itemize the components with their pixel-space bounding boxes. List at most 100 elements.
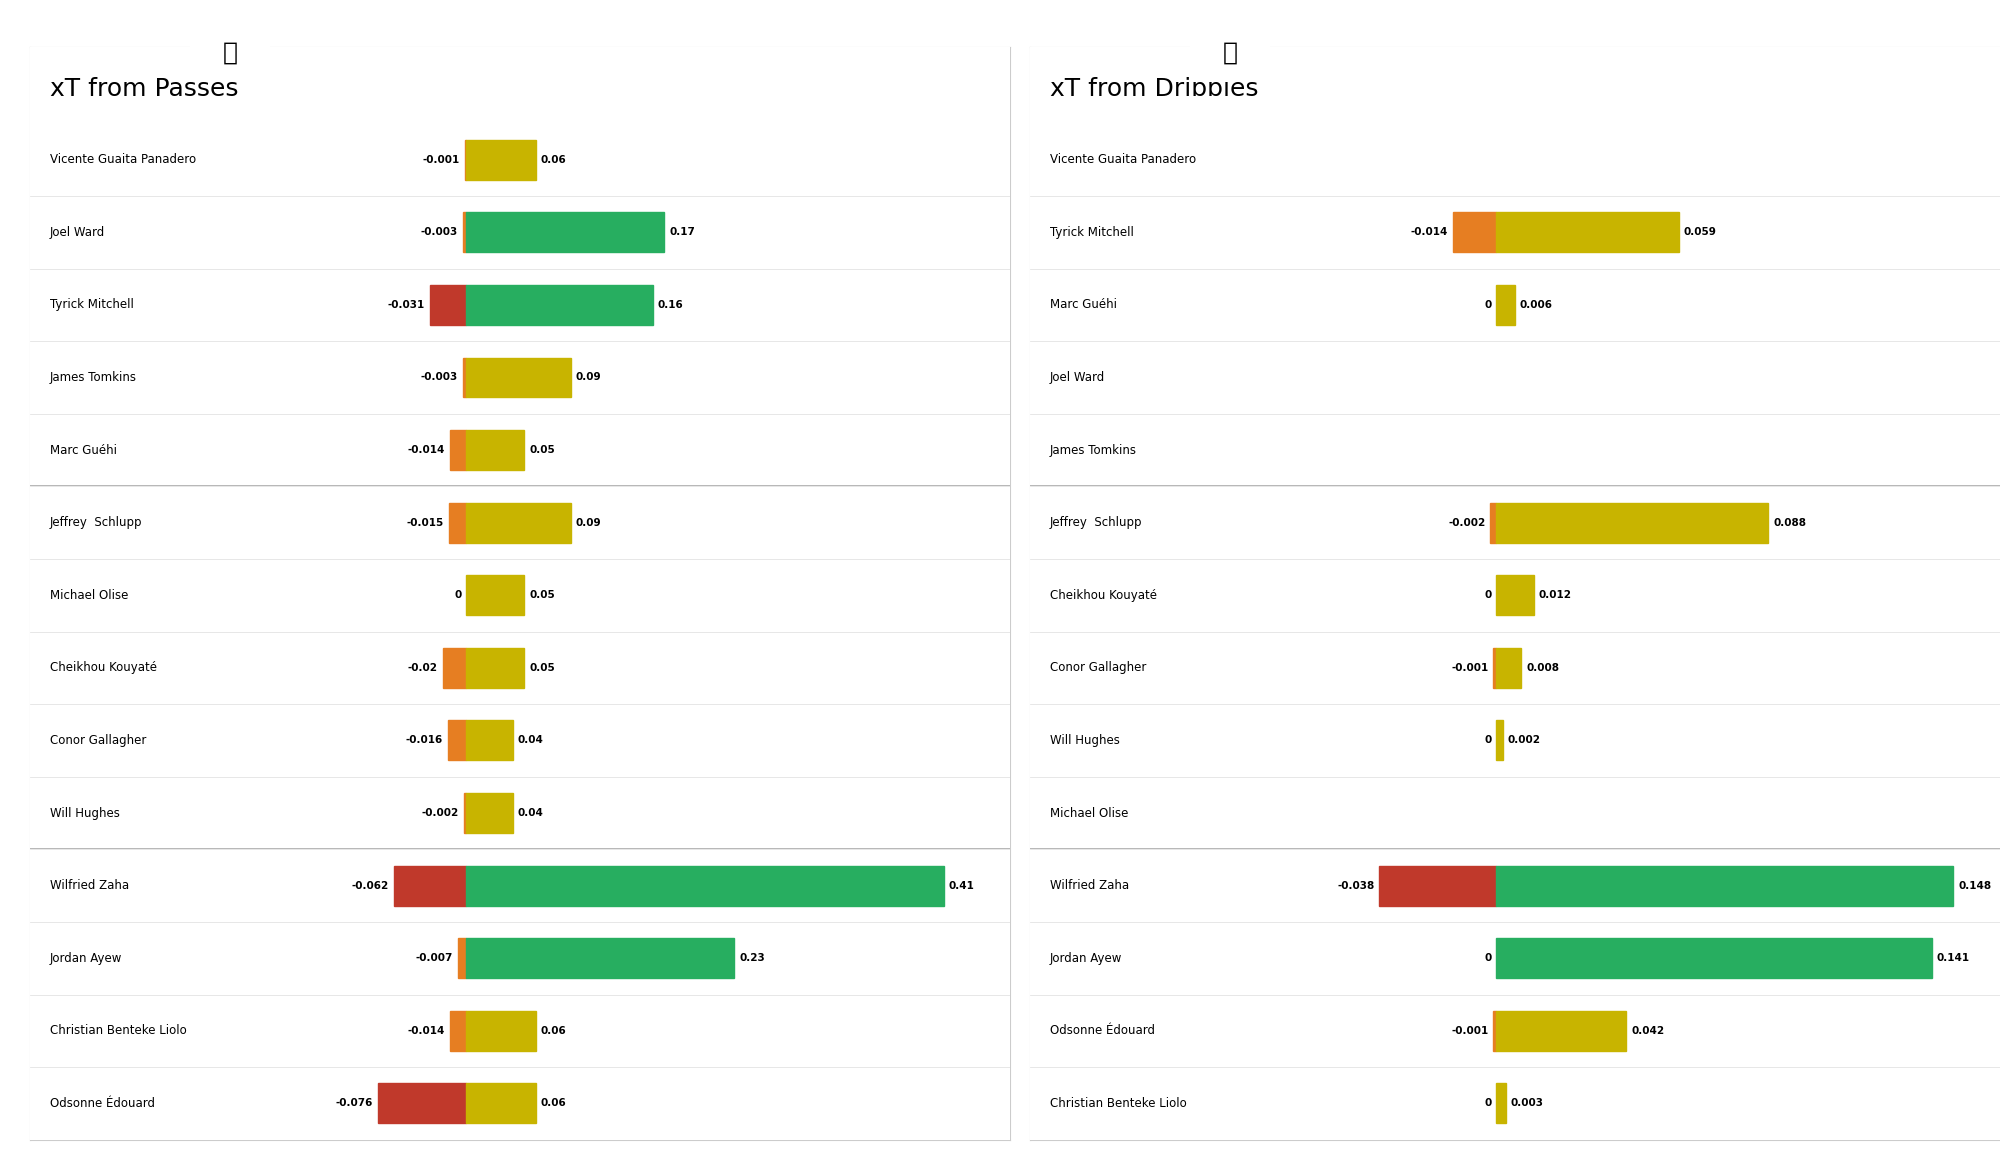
Bar (448, 503, 466, 543)
Text: 0.012: 0.012 (1538, 590, 1572, 600)
Text: 0.41: 0.41 (948, 880, 974, 891)
Bar (1380, 866, 1496, 906)
Bar (466, 140, 536, 180)
Text: 0.042: 0.042 (1632, 1026, 1664, 1036)
Text: 0.06: 0.06 (540, 155, 566, 164)
Text: Wilfried Zaha: Wilfried Zaha (1050, 879, 1128, 892)
Text: 🦅: 🦅 (222, 41, 238, 65)
Text: 0.06: 0.06 (540, 1099, 566, 1108)
Text: xT from Passes: xT from Passes (50, 78, 238, 101)
Bar (466, 576, 524, 616)
Text: 0.002: 0.002 (1508, 736, 1540, 745)
Text: 0: 0 (1484, 590, 1492, 600)
Text: Christian Benteke Liolo: Christian Benteke Liolo (1050, 1097, 1186, 1110)
Text: -0.002: -0.002 (1448, 518, 1486, 528)
Text: -0.031: -0.031 (388, 300, 426, 310)
Text: -0.014: -0.014 (408, 1026, 444, 1036)
Text: xT from Dribbles: xT from Dribbles (1050, 78, 1258, 101)
Bar (378, 1083, 466, 1123)
Bar (466, 939, 734, 979)
Text: 0.04: 0.04 (518, 808, 544, 818)
Bar (430, 284, 466, 324)
Text: 0.17: 0.17 (670, 227, 696, 237)
Text: Conor Gallagher: Conor Gallagher (50, 734, 146, 747)
Text: -0.014: -0.014 (408, 445, 444, 455)
Text: Odsonne Édouard: Odsonne Édouard (50, 1097, 154, 1110)
Text: 0: 0 (1484, 1099, 1492, 1108)
Bar (464, 793, 466, 833)
Bar (458, 939, 466, 979)
Text: Marc Guéhi: Marc Guéhi (50, 444, 116, 457)
Bar (1496, 647, 1522, 687)
Text: -0.001: -0.001 (422, 155, 460, 164)
Bar (466, 1083, 536, 1123)
Bar (466, 357, 572, 397)
Text: 0: 0 (1484, 736, 1492, 745)
Text: -0.038: -0.038 (1338, 880, 1374, 891)
Bar (1496, 576, 1534, 616)
Text: Christian Benteke Liolo: Christian Benteke Liolo (50, 1025, 186, 1038)
Text: Vicente Guaita Panadero: Vicente Guaita Panadero (50, 153, 196, 166)
Text: Tyrick Mitchell: Tyrick Mitchell (50, 298, 134, 311)
Text: 0.16: 0.16 (658, 300, 684, 310)
Text: Wilfried Zaha: Wilfried Zaha (50, 879, 128, 892)
Text: Conor Gallagher: Conor Gallagher (1050, 662, 1146, 674)
Text: Jordan Ayew: Jordan Ayew (1050, 952, 1122, 965)
Text: -0.003: -0.003 (420, 227, 458, 237)
Text: 0.06: 0.06 (540, 1026, 566, 1036)
Text: Cheikhou Kouyaté: Cheikhou Kouyaté (1050, 589, 1156, 602)
Bar (1496, 213, 1678, 253)
Bar (466, 1010, 536, 1050)
Text: 0.05: 0.05 (530, 663, 556, 673)
Text: 🦅: 🦅 (1222, 41, 1238, 65)
Text: Michael Olise: Michael Olise (50, 589, 128, 602)
Bar (1454, 213, 1496, 253)
Text: 0.003: 0.003 (1510, 1099, 1544, 1108)
Bar (466, 503, 572, 543)
Bar (1496, 284, 1516, 324)
Text: -0.001: -0.001 (1452, 1026, 1488, 1036)
Text: 0.008: 0.008 (1526, 663, 1560, 673)
Text: -0.001: -0.001 (1452, 663, 1488, 673)
Text: Marc Guéhi: Marc Guéhi (1050, 298, 1116, 311)
Bar (462, 357, 466, 397)
Bar (466, 213, 664, 253)
Bar (466, 720, 512, 760)
Bar (450, 430, 466, 470)
Bar (1496, 939, 1932, 979)
Text: 0.04: 0.04 (518, 736, 544, 745)
Text: -0.016: -0.016 (406, 736, 442, 745)
Text: Will Hughes: Will Hughes (50, 806, 120, 819)
Bar (466, 284, 652, 324)
Text: -0.062: -0.062 (352, 880, 390, 891)
Bar (466, 866, 944, 906)
Bar (462, 213, 466, 253)
Text: 0.088: 0.088 (1774, 518, 1806, 528)
Text: 0.09: 0.09 (576, 372, 602, 383)
Bar (450, 1010, 466, 1050)
Text: Odsonne Édouard: Odsonne Édouard (1050, 1025, 1154, 1038)
Text: Cheikhou Kouyaté: Cheikhou Kouyaté (50, 662, 156, 674)
Bar (1496, 503, 1768, 543)
Bar (1496, 1083, 1506, 1123)
Text: -0.014: -0.014 (1410, 227, 1448, 237)
Text: -0.015: -0.015 (406, 518, 444, 528)
Text: Will Hughes: Will Hughes (1050, 734, 1120, 747)
Bar (1494, 1010, 1496, 1050)
Text: 0.05: 0.05 (530, 590, 556, 600)
Text: Jeffrey  Schlupp: Jeffrey Schlupp (50, 516, 142, 529)
Text: Joel Ward: Joel Ward (50, 226, 104, 239)
Bar (1496, 720, 1502, 760)
Text: 0: 0 (1484, 953, 1492, 964)
Text: 0.006: 0.006 (1520, 300, 1552, 310)
Text: Tyrick Mitchell: Tyrick Mitchell (1050, 226, 1134, 239)
Text: -0.02: -0.02 (408, 663, 438, 673)
Text: 0.09: 0.09 (576, 518, 602, 528)
Bar (448, 720, 466, 760)
Text: James Tomkins: James Tomkins (50, 371, 136, 384)
Text: 0: 0 (454, 590, 462, 600)
Bar (1496, 866, 1954, 906)
Text: 0.148: 0.148 (1958, 880, 1992, 891)
Bar (442, 647, 466, 687)
Bar (1494, 647, 1496, 687)
